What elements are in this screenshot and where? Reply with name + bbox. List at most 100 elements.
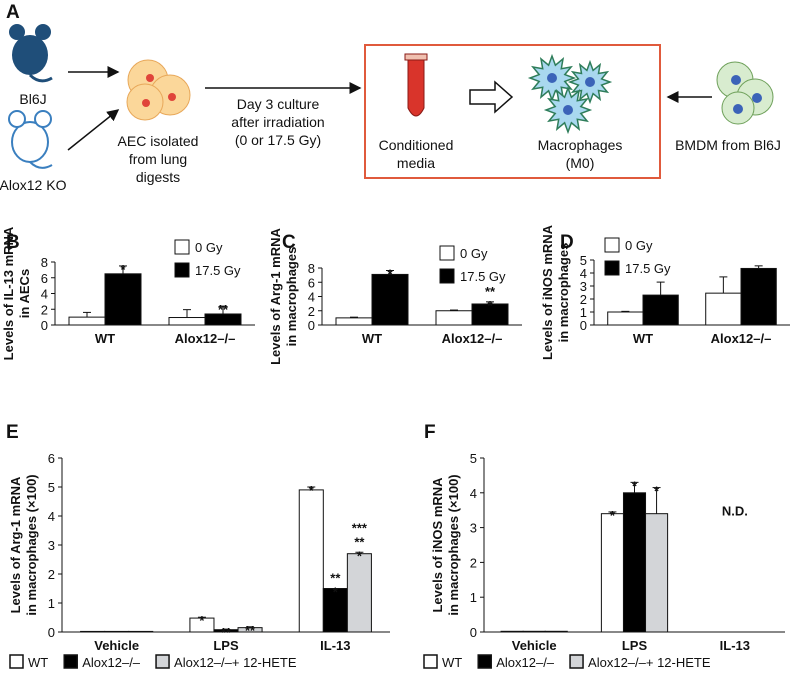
bar [522,630,546,633]
aec-cells [126,59,191,121]
panel-label: F [424,422,436,443]
bar [544,630,568,633]
x-tick-label: IL-13 [720,638,750,653]
panel-label: D [560,232,574,253]
significance-star: ** [221,625,232,640]
legend-label: WT [28,655,48,670]
mouse-label: Alox12 KO [0,177,67,193]
bar [622,492,647,633]
media-label: media [397,155,435,171]
y-tick-label: 1 [470,590,477,605]
x-tick-label: LPS [213,638,239,653]
bar [335,317,373,326]
significance-star: * [610,508,616,523]
bar [68,316,106,326]
y-tick-label: 6 [41,271,48,286]
mouse-icon [9,24,53,83]
bar [346,553,372,633]
tube-icon [404,53,428,117]
y-tick-label: 4 [48,509,55,524]
bar [645,513,669,633]
y-tick-label: 3 [470,521,477,536]
y-tick-label: 0 [41,318,48,333]
significance-star: * [632,478,638,493]
y-tick-label: 4 [41,287,48,302]
significance-star: * [120,262,126,277]
mouse-label: Bl6J [19,91,46,107]
legend-swatch [439,245,455,261]
y-tick-label: 0 [48,625,55,640]
bar [298,489,324,633]
y-axis-label: Levels of Arg-1 mRNA [268,228,283,365]
legend-label: WT [442,655,462,670]
culture-label: after irradiation [231,114,324,130]
bar [500,630,524,633]
legend-label: 17.5 Gy [625,261,671,276]
legend-label: Alox12–/– [82,655,141,670]
y-tick-label: 2 [48,567,55,582]
x-tick-label: WT [362,331,382,346]
y-tick-label: 1 [48,596,55,611]
significance-star: * [654,484,660,499]
significance-star: ** [354,534,365,549]
culture-label: (0 or 17.5 Gy) [235,132,321,148]
y-tick-label: 0 [580,318,587,333]
significance-star: ** [330,571,341,586]
y-axis-label: Levels of iNOS mRNA [430,477,445,613]
y-axis-label: in macrophages (×100) [446,474,461,615]
y-axis-label: Levels of iNOS mRNA [540,224,555,360]
significance-star: *** [352,520,368,535]
x-tick-label: Alox12–/– [711,331,772,346]
legend-swatch [439,268,455,284]
arrow [67,109,120,151]
legend-label: Alox12–/–+ 12-HETE [588,655,711,670]
y-axis-label: in AECs [17,269,32,318]
aec-label: digests [136,169,180,185]
y-tick-label: 2 [308,304,315,319]
media-label: Conditioned [379,137,454,153]
y-tick-label: 5 [470,451,477,466]
mouse-icon [8,110,53,169]
bar [371,273,409,326]
y-tick-label: 8 [41,255,48,270]
diagram: A Bl6J Alox12 KO AEC isolated from lung … [0,2,781,193]
nucleus [585,77,595,87]
bar [168,317,206,326]
significance-star: ** [245,623,256,638]
y-axis-label: Levels of Arg-1 mRNA [8,476,23,613]
x-tick-label: WT [95,331,115,346]
legend-swatch [174,262,190,278]
nucleus [547,73,557,83]
significance-star: * [333,585,339,600]
y-axis-label: Levels of IL-13 mRNA [1,226,16,360]
y-tick-label: 8 [308,261,315,276]
bar [607,311,644,326]
aec-label: from lung [129,151,187,167]
y-tick-label: 5 [580,253,587,268]
legend-swatch [9,654,24,669]
y-tick-label: 4 [308,290,315,305]
legend-label: 0 Gy [625,238,653,253]
y-tick-label: 0 [308,318,315,333]
y-tick-label: 6 [308,275,315,290]
x-tick-label: LPS [622,638,648,653]
y-tick-label: 1 [580,305,587,320]
y-tick-label: 3 [580,279,587,294]
bar [104,273,142,326]
legend-swatch [63,654,78,669]
x-tick-label: Alox12–/– [442,331,503,346]
bar [322,588,348,633]
y-tick-label: 6 [48,451,55,466]
y-tick-label: 4 [470,486,477,501]
bmdm-cells [716,61,774,125]
bar [705,292,742,326]
x-tick-label: Vehicle [512,638,557,653]
legend-label: Alox12–/–+ 12-HETE [174,655,297,670]
significance-star: ** [218,302,229,317]
annotation: N.D. [722,503,748,518]
y-tick-label: 2 [580,292,587,307]
y-axis-label: in macrophages [556,243,571,343]
y-tick-label: 2 [470,555,477,570]
panel-label: A [6,2,20,23]
y-tick-label: 3 [48,538,55,553]
